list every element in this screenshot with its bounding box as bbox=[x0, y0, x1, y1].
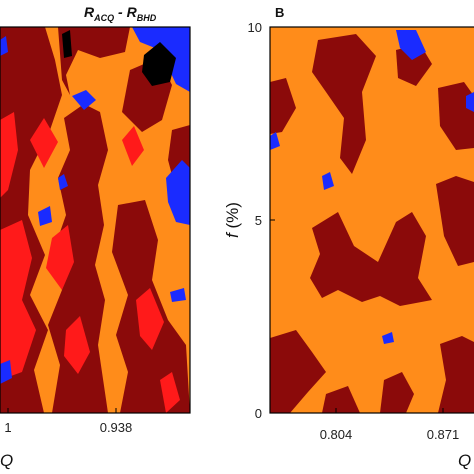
panel-label-b: B bbox=[275, 5, 284, 20]
contour-region-black bbox=[62, 30, 72, 58]
contour-region-blue bbox=[270, 132, 280, 150]
x-axis-label-b: Q bbox=[458, 451, 471, 470]
contour-region-dark-red bbox=[436, 176, 474, 266]
heatmap-panel-b bbox=[270, 27, 474, 413]
contour-region-dark-red bbox=[438, 336, 474, 413]
contour-region-dark-red bbox=[310, 212, 432, 306]
contour-region-dark-red bbox=[396, 44, 432, 86]
contour-region-blue bbox=[382, 332, 394, 344]
plot-frame-a bbox=[0, 26, 191, 414]
x-tick-label: 0.871 bbox=[427, 427, 460, 442]
contour-region-red bbox=[0, 220, 36, 380]
x-tick-label: 0.804 bbox=[320, 427, 353, 442]
y-axis-label-b: f (%) bbox=[223, 202, 242, 238]
contour-region-blue bbox=[132, 27, 190, 92]
y-tick-label: 5 bbox=[255, 213, 262, 228]
contour-region-red bbox=[0, 112, 18, 198]
contour-region-dark-red bbox=[270, 330, 326, 413]
x-axis-ticks-b bbox=[335, 408, 444, 413]
contour-region-blue bbox=[58, 174, 68, 190]
x-tick-label: 0.938 bbox=[100, 420, 133, 435]
contour-region-blue bbox=[466, 92, 474, 112]
heatmap-panel-a bbox=[0, 27, 190, 413]
contour-region-red bbox=[160, 372, 180, 413]
contour-region-dark-red bbox=[380, 372, 414, 413]
contour-region-blue bbox=[170, 288, 186, 302]
y-tick-label: 10 bbox=[248, 20, 262, 35]
contour-region-blue bbox=[0, 36, 8, 56]
contour-region-red bbox=[122, 126, 144, 166]
contour-region-blue bbox=[322, 172, 334, 190]
contour-region-blue bbox=[38, 206, 52, 226]
contour-region-blue bbox=[0, 360, 12, 384]
contour-region-blue bbox=[396, 30, 426, 60]
contour-region-red bbox=[46, 225, 74, 290]
contour-region-dark-red bbox=[438, 82, 474, 150]
contour-region-red bbox=[30, 118, 58, 168]
contour-region-dark-red bbox=[270, 78, 296, 134]
contour-region-black bbox=[142, 42, 176, 86]
contour-region-dark-red bbox=[322, 386, 360, 413]
contour-region-red bbox=[64, 316, 90, 374]
x-tick-label: 1 bbox=[4, 420, 11, 435]
contour-region-blue bbox=[166, 160, 190, 225]
y-tick-label: 0 bbox=[255, 406, 262, 421]
x-axis-label-a: Q bbox=[0, 451, 13, 470]
x-axis-ticks-a bbox=[7, 408, 117, 413]
contour-region-dark-red bbox=[58, 27, 130, 95]
y-axis-ticks-b bbox=[270, 26, 275, 414]
contour-region-blue bbox=[72, 90, 96, 110]
contour-region-dark-red bbox=[312, 34, 376, 174]
chart-title-a: RACQ - RBHD bbox=[84, 4, 157, 23]
contour-region-red bbox=[136, 288, 164, 350]
